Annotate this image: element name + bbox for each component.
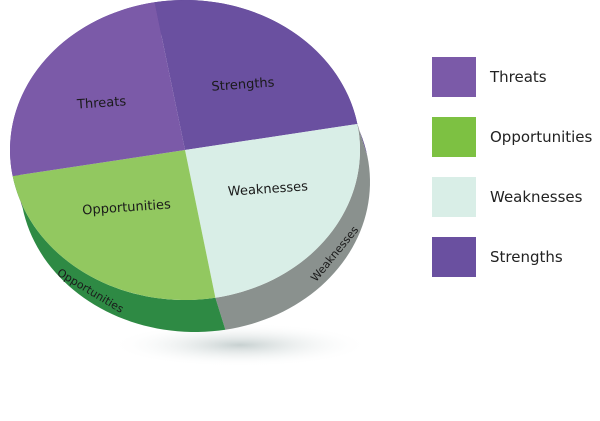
legend-label: Weaknesses bbox=[490, 188, 583, 206]
slice-label-threats: Threats bbox=[76, 94, 127, 112]
pie-side-weaknesses bbox=[215, 123, 370, 330]
legend: Threats Opportunities Weaknesses Strengt… bbox=[432, 57, 592, 297]
pie-slice-weaknesses bbox=[185, 123, 360, 298]
legend-swatch bbox=[432, 57, 476, 97]
pie-slice-strengths bbox=[154, 0, 358, 150]
legend-swatch bbox=[432, 117, 476, 157]
legend-item-opportunities: Opportunities bbox=[432, 117, 592, 157]
pie-slice-opportunities bbox=[12, 150, 216, 300]
legend-label: Opportunities bbox=[490, 128, 593, 146]
legend-swatch bbox=[432, 177, 476, 217]
slice-label-strengths: Strengths bbox=[211, 75, 275, 94]
pie-side-opportunities bbox=[12, 176, 226, 332]
legend-item-threats: Threats bbox=[432, 57, 592, 97]
legend-label: Strengths bbox=[490, 248, 563, 266]
pie-slice-threats bbox=[9, 2, 185, 177]
slice-label-opportunities: Opportunities bbox=[82, 197, 172, 218]
legend-item-weaknesses: Weaknesses bbox=[432, 177, 592, 217]
legend-label: Threats bbox=[490, 68, 547, 86]
pie-shadow bbox=[110, 323, 370, 367]
slice-label-weaknesses: Weaknesses bbox=[227, 179, 308, 200]
legend-swatch bbox=[432, 237, 476, 277]
legend-item-strengths: Strengths bbox=[432, 237, 592, 277]
